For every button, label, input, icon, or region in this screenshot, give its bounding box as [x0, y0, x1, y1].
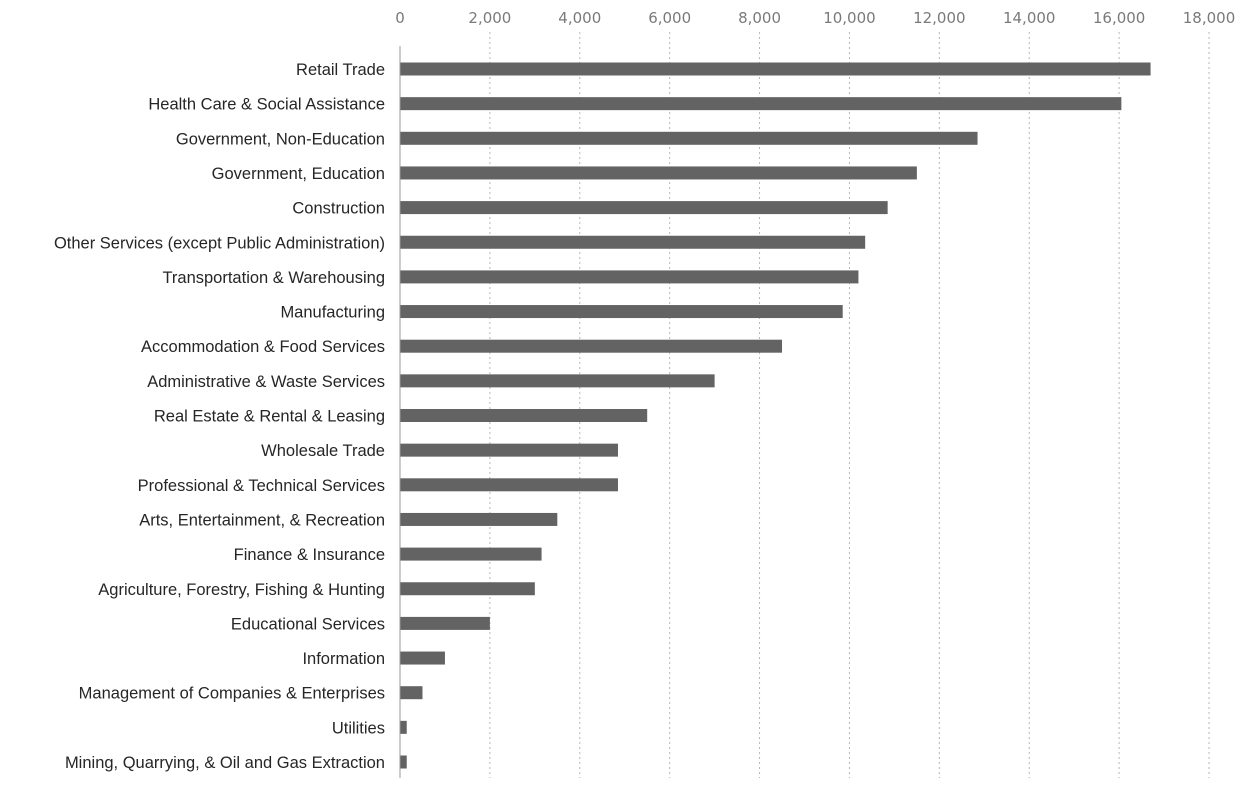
category-label: Retail Trade — [296, 61, 385, 79]
category-label: Health Care & Social Assistance — [148, 96, 385, 114]
x-tick-label: 6,000 — [648, 9, 691, 27]
category-label: Management of Companies & Enterprises — [79, 685, 385, 703]
bar — [400, 686, 423, 700]
category-label: Transportation & Warehousing — [162, 269, 385, 287]
category-label: Professional & Technical Services — [138, 477, 385, 495]
x-tick-label: 18,000 — [1183, 9, 1236, 27]
category-label: Finance & Insurance — [234, 546, 385, 564]
category-label: Real Estate & Rental & Leasing — [154, 408, 385, 426]
category-label: Information — [302, 650, 385, 668]
category-labels: Retail Trade Health Care & Social Assista… — [54, 61, 385, 772]
category-label: Construction — [292, 200, 385, 218]
category-label: Arts, Entertainment, & Recreation — [139, 511, 385, 529]
gridlines — [489, 32, 1210, 778]
category-label: Educational Services — [231, 615, 385, 633]
category-label: Wholesale Trade — [261, 442, 385, 460]
x-tick-label: 8,000 — [738, 9, 781, 27]
bar — [400, 478, 618, 492]
category-label: Utilities — [332, 719, 385, 737]
bar — [400, 374, 715, 388]
bar — [400, 270, 859, 284]
x-tick-label: 12,000 — [913, 9, 966, 27]
category-label: Accommodation & Food Services — [141, 338, 385, 356]
category-label: Administrative & Waste Services — [147, 373, 385, 391]
bar — [400, 651, 445, 665]
bar — [400, 755, 407, 769]
bar — [400, 305, 843, 319]
x-tick-label: 0 — [395, 9, 405, 27]
x-tick-label: 4,000 — [558, 9, 601, 27]
bar — [400, 62, 1151, 76]
bar — [400, 166, 917, 180]
category-label: Manufacturing — [280, 304, 385, 322]
bar — [400, 720, 407, 734]
x-tick-label: 2,000 — [468, 9, 511, 27]
bar — [400, 235, 866, 249]
bars — [400, 62, 1151, 769]
bar — [400, 547, 542, 561]
bar — [400, 131, 978, 145]
bar — [400, 582, 535, 596]
bar — [400, 443, 618, 457]
bar — [400, 512, 558, 526]
x-axis-ticks: 0 2,000 4,000 6,000 8,000 10,000 12,000 14,000 1… — [395, 9, 1235, 27]
x-tick-label: 16,000 — [1093, 9, 1146, 27]
category-label: Government, Education — [212, 165, 385, 183]
category-label: Government, Non-Education — [176, 130, 385, 148]
bar — [400, 97, 1122, 111]
bar — [400, 339, 783, 353]
category-label: Mining, Quarrying, & Oil and Gas Extract… — [65, 754, 385, 772]
bar — [400, 201, 888, 215]
bar — [400, 616, 490, 630]
x-tick-label: 14,000 — [1003, 9, 1056, 27]
category-label: Other Services (except Public Administra… — [54, 234, 385, 252]
category-label: Agriculture, Forestry, Fishing & Hunting — [98, 581, 385, 599]
x-tick-label: 10,000 — [823, 9, 876, 27]
bar — [400, 409, 648, 422]
